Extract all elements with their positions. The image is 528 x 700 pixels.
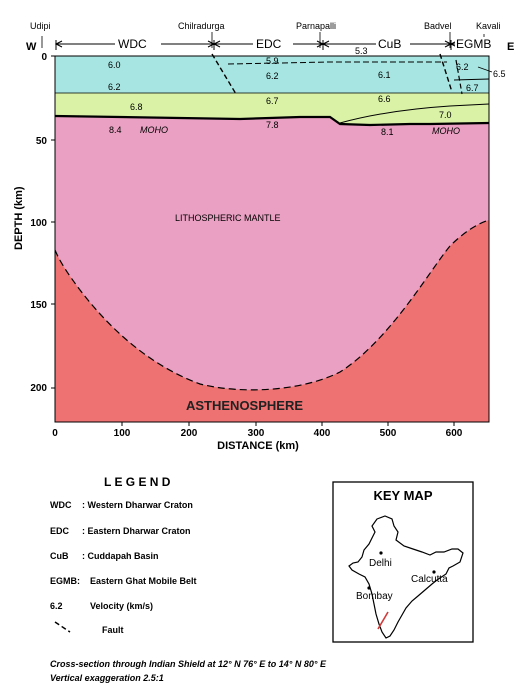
key-map-title: KEY MAP (374, 488, 433, 503)
city-delhi: Delhi (369, 558, 392, 569)
y-axis-label: DEPTH (km) (13, 186, 25, 250)
y-tick-label: 200 (30, 383, 47, 394)
province-egmb: EGMB (456, 37, 491, 51)
province-cub: CuB (378, 37, 401, 51)
x-axis-label: DISTANCE (km) (217, 440, 299, 452)
legend-abbr: WDC (50, 500, 72, 510)
fault-2 (439, 53, 453, 93)
legend-text: Fault (102, 625, 124, 635)
legend-text: : Western Dharwar Craton (82, 500, 193, 510)
legend-abbr: 6.2 (50, 601, 63, 611)
lithosphere-asthenosphere-boundary (54, 219, 490, 391)
legend-abbr: EDC (50, 526, 70, 536)
legend-abbr: EGMB: (50, 576, 80, 586)
province-wdc: WDC (118, 37, 147, 51)
velocity-label: 6.8 (130, 102, 143, 112)
moho-label-east: MOHO (432, 126, 460, 136)
legend-text: Eastern Ghat Mobile Belt (90, 576, 197, 586)
legend-text: : Eastern Dharwar Craton (82, 526, 191, 536)
x-tick-label: 200 (181, 428, 198, 439)
legend: L E G E N D WDC : Western Dharwar Craton… (50, 475, 197, 635)
legend-abbr: CuB (50, 551, 69, 561)
velocity-label: 6.2 (266, 71, 279, 81)
y-tick-label: 50 (36, 136, 48, 147)
city-bombay: Bombay (356, 591, 393, 602)
x-ticks (121, 422, 455, 426)
cross-section-panel: Udipi Chilradurga Parnapalli Badvel Kava… (13, 21, 514, 452)
legend-title: L E G E N D (104, 475, 171, 489)
velocity-label: 8.4 (109, 125, 122, 135)
west-label: W (26, 41, 37, 53)
bracket-arrowheads (54, 40, 484, 48)
bombay-dot (367, 586, 371, 590)
basin-base (227, 61, 447, 65)
velocity-label: 5.9 (266, 56, 279, 66)
delhi-dot (379, 551, 383, 555)
x-axis: 0 100 200 300 400 500 600 DISTANCE (km) (52, 428, 463, 452)
velocity-label: 6.7 (266, 96, 279, 106)
key-map: KEY MAP Delhi Calcutta Bombay (332, 481, 474, 643)
velocity-label: 6.6 (378, 94, 391, 104)
x-tick-label: 300 (248, 428, 265, 439)
calcutta-dot (432, 570, 436, 574)
bracket-ticks (55, 40, 483, 50)
velocity-label: 6.2 (108, 82, 121, 92)
velocity-label: 6.2 (456, 62, 469, 72)
velocity-label: 6.5 (493, 69, 506, 79)
velocity-label: 5.3 (355, 46, 368, 56)
fault-symbol-icon (54, 621, 71, 633)
mantle-label: LITHOSPHERIC MANTLE (175, 213, 281, 223)
lower-crust-internal-boundary (339, 103, 490, 124)
caption-line-2: Vertical exaggeration 2.5:1 (50, 673, 164, 683)
x-tick-label: 0 (52, 428, 58, 439)
east-label: E (507, 41, 514, 53)
place-parnapalli: Parnapalli (296, 21, 336, 31)
legend-text: Velocity (km/s) (90, 601, 153, 611)
x-tick-label: 600 (446, 428, 463, 439)
profile-line (377, 611, 389, 630)
velocity-label: 7.0 (439, 110, 452, 120)
egmb-layer-line (453, 78, 490, 81)
place-markers (41, 32, 485, 48)
lower-crust-layer (55, 91, 489, 125)
city-calcutta: Calcutta (411, 574, 448, 585)
place-kavali: Kavali (476, 21, 501, 31)
place-chilradurga: Chilradurga (178, 21, 225, 31)
caption-line-1: Cross-section through Indian Shield at 1… (50, 659, 327, 669)
india-outline (348, 515, 464, 639)
x-tick-label: 500 (380, 428, 397, 439)
y-tick-label: 100 (30, 218, 47, 229)
province-edc: EDC (256, 37, 282, 51)
y-tick-label: 0 (41, 52, 47, 63)
caption: Cross-section through Indian Shield at 1… (50, 659, 327, 683)
x-tick-label: 100 (114, 428, 131, 439)
legend-text: : Cuddapah Basin (82, 551, 159, 561)
leader-line (477, 66, 493, 73)
velocity-label: 6.0 (108, 60, 121, 70)
asthenosphere-label: ASTHENOSPHERE (186, 398, 303, 413)
moho-label-west: MOHO (140, 125, 168, 135)
velocity-label: 8.1 (381, 127, 394, 137)
section-frame (54, 55, 490, 423)
y-ticks (51, 55, 55, 389)
place-udipi: Udipi (30, 21, 51, 31)
y-axis: DEPTH (km) 0 50 100 150 200 (13, 52, 47, 394)
y-tick-label: 150 (30, 300, 47, 311)
fault-3 (455, 59, 463, 95)
place-badvel: Badvel (424, 21, 452, 31)
upper-crust-layer (55, 56, 489, 93)
x-tick-label: 400 (314, 428, 331, 439)
velocity-label: 6.7 (466, 83, 479, 93)
velocity-label: 7.8 (266, 120, 279, 130)
velocity-label: 6.1 (378, 70, 391, 80)
lithospheric-mantle-layer (55, 116, 489, 390)
moho-line (54, 114, 490, 127)
